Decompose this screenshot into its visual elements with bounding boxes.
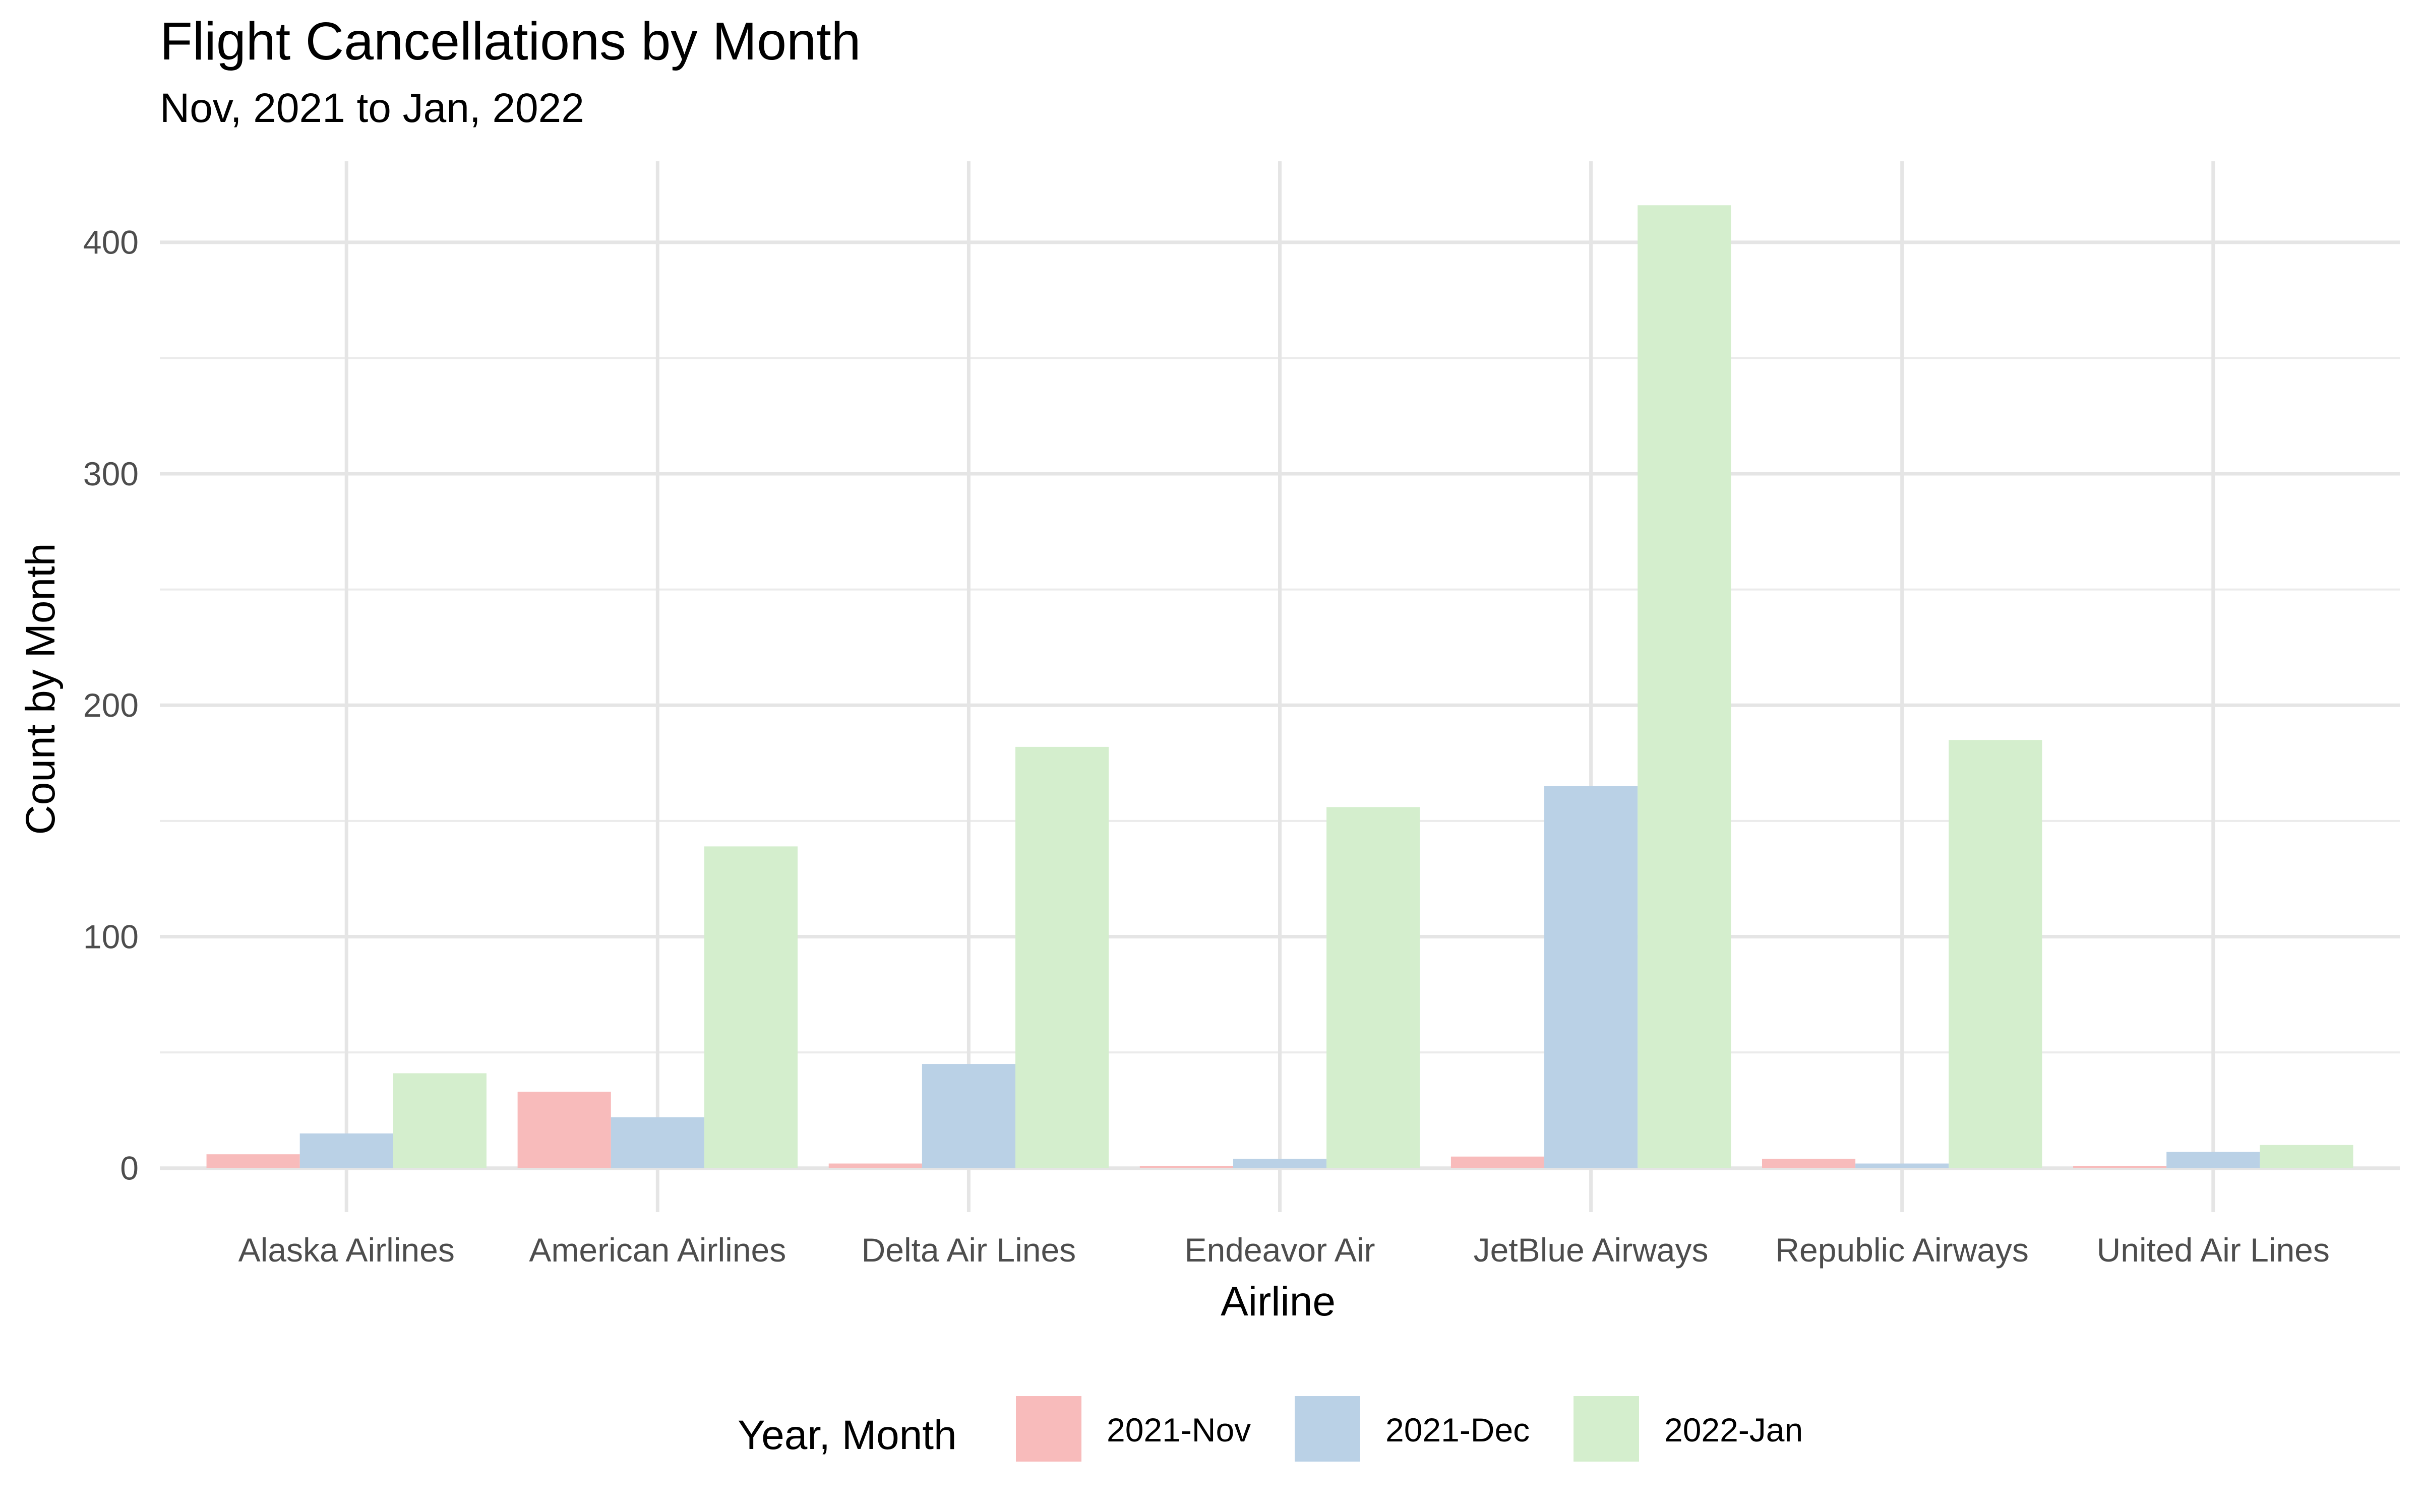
bar [517, 1092, 611, 1168]
bar [1949, 740, 2042, 1168]
legend-title: Year, Month [738, 1412, 957, 1458]
bar [1638, 205, 1731, 1168]
bar [1233, 1159, 1327, 1168]
bar [206, 1154, 300, 1168]
bar [922, 1064, 1015, 1168]
legend-label: 2021-Dec [1385, 1411, 1530, 1448]
bar [2166, 1152, 2260, 1168]
bar [2073, 1166, 2167, 1168]
chart-subtitle: Nov, 2021 to Jan, 2022 [160, 85, 584, 131]
x-tick-label: JetBlue Airways [1474, 1231, 1709, 1269]
bar [1762, 1159, 1856, 1168]
y-tick-label: 300 [83, 455, 139, 492]
legend-swatch [1574, 1396, 1639, 1462]
bar [393, 1073, 487, 1168]
x-tick-label: United Air Lines [2097, 1231, 2330, 1269]
legend-label: 2021-Nov [1107, 1411, 1251, 1448]
x-tick-label: Republic Airways [1775, 1231, 2029, 1269]
y-tick-label: 100 [83, 918, 139, 955]
x-axis-title: Airline [1221, 1279, 1336, 1325]
x-tick-label: Delta Air Lines [862, 1231, 1076, 1269]
legend: Year, Month 2021-Nov 2021-Dec 2022-Jan [738, 1396, 1803, 1462]
y-tick-label: 200 [83, 686, 139, 724]
bar [1855, 1163, 1949, 1168]
bars [206, 205, 2353, 1168]
bar [2260, 1145, 2353, 1168]
bar [611, 1117, 704, 1168]
y-axis-title: Count by Month [18, 543, 64, 835]
bar [704, 846, 798, 1168]
legend-items: 2021-Nov 2021-Dec 2022-Jan [1016, 1396, 1803, 1462]
legend-swatch [1295, 1396, 1360, 1462]
x-tick-label: American Airlines [529, 1231, 786, 1269]
bar [299, 1133, 393, 1168]
y-tick-label: 400 [83, 224, 139, 261]
x-tick-label: Alaska Airlines [238, 1231, 455, 1269]
y-tick-label: 0 [120, 1150, 139, 1187]
bar [1139, 1166, 1233, 1168]
bar [1544, 786, 1638, 1168]
bar [1450, 1156, 1545, 1168]
bar [828, 1163, 922, 1168]
x-tick-label: Endeavor Air [1185, 1231, 1375, 1269]
tick-labels: 0 100 200 300 400 Alaska Airlines American Air… [83, 224, 2330, 1269]
legend-swatch [1016, 1396, 1081, 1462]
gridlines [160, 161, 2400, 1212]
bar [1326, 807, 1420, 1168]
bar [1015, 746, 1109, 1168]
legend-label: 2022-Jan [1664, 1411, 1803, 1448]
chart-title: Flight Cancellations by Month [160, 12, 861, 71]
